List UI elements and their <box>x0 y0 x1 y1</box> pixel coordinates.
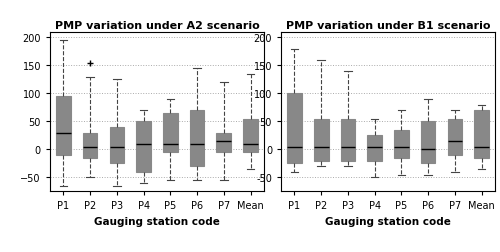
PathPatch shape <box>136 122 151 172</box>
X-axis label: Gauging station code: Gauging station code <box>325 216 451 226</box>
PathPatch shape <box>190 111 204 167</box>
X-axis label: Gauging station code: Gauging station code <box>94 216 220 226</box>
PathPatch shape <box>163 114 178 152</box>
Title: PMP variation under B1 scenario: PMP variation under B1 scenario <box>286 21 490 30</box>
PathPatch shape <box>421 122 436 164</box>
PathPatch shape <box>368 136 382 161</box>
PathPatch shape <box>314 119 328 161</box>
PathPatch shape <box>474 111 489 158</box>
PathPatch shape <box>243 119 258 152</box>
PathPatch shape <box>83 133 98 158</box>
PathPatch shape <box>216 133 231 152</box>
PathPatch shape <box>340 119 355 161</box>
PathPatch shape <box>448 119 462 155</box>
PathPatch shape <box>394 130 409 158</box>
PathPatch shape <box>56 97 70 155</box>
Title: PMP variation under A2 scenario: PMP variation under A2 scenario <box>54 21 260 30</box>
PathPatch shape <box>287 94 302 164</box>
PathPatch shape <box>110 128 124 164</box>
